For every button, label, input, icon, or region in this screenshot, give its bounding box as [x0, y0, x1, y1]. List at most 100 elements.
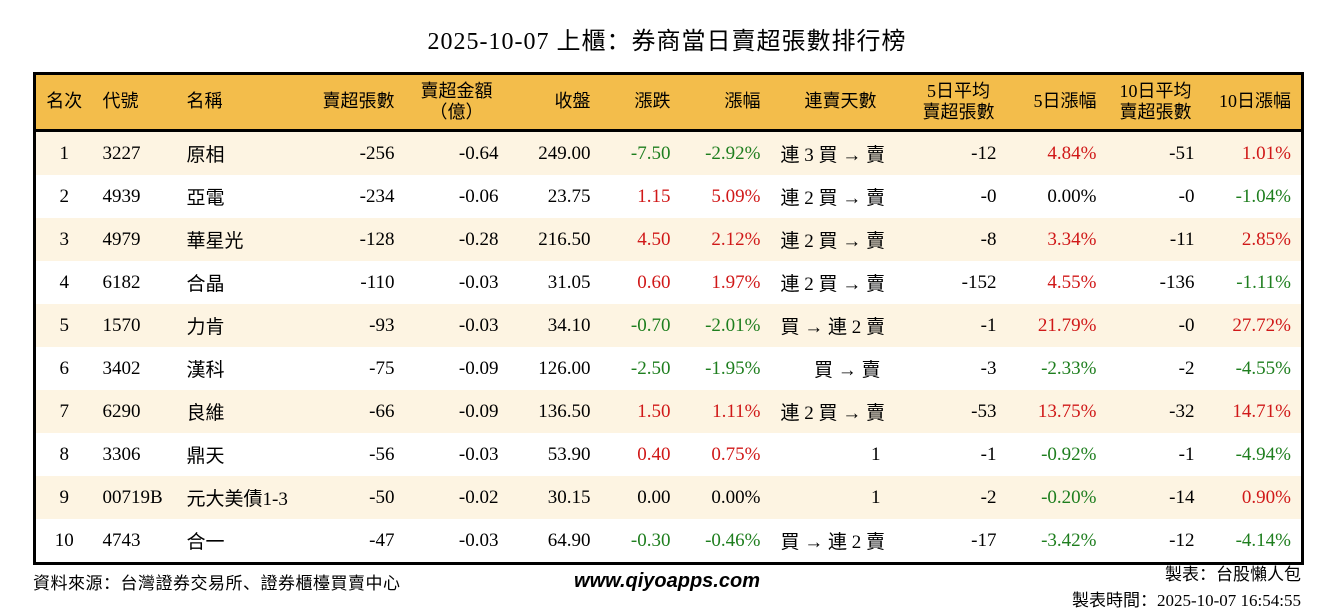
cell-amount: -0.03: [405, 433, 509, 476]
column-header-avg5: 5日平均 賣超張數: [911, 74, 1007, 131]
cell-pct5: 0.00%: [1007, 175, 1107, 218]
cell-change: 0.00: [601, 476, 681, 519]
cell-close: 34.10: [509, 304, 601, 347]
cell-streak: 1: [771, 433, 911, 476]
cell-pct10: -4.14%: [1205, 519, 1303, 564]
cell-avg10: -2: [1107, 347, 1205, 390]
cell-shares: -75: [303, 347, 405, 390]
cell-avg10: -12: [1107, 519, 1205, 564]
cell-avg10: -0: [1107, 304, 1205, 347]
cell-name: 鼎天: [177, 433, 303, 476]
cell-amount: -0.09: [405, 390, 509, 433]
cell-change: -2.50: [601, 347, 681, 390]
column-header-pct10: 10日漲幅: [1205, 74, 1303, 131]
cell-name: 元大美債1-3: [177, 476, 303, 519]
column-header-pct5: 5日漲幅: [1007, 74, 1107, 131]
cell-change: -0.70: [601, 304, 681, 347]
cell-streak: 買 → 連 2 賣: [771, 304, 911, 347]
cell-avg10: -14: [1107, 476, 1205, 519]
cell-change: 4.50: [601, 218, 681, 261]
cell-amount: -0.03: [405, 304, 509, 347]
cell-rank: 6: [35, 347, 93, 390]
cell-pct5: 13.75%: [1007, 390, 1107, 433]
cell-change_pct: -2.01%: [681, 304, 771, 347]
cell-shares: -47: [303, 519, 405, 564]
cell-close: 31.05: [509, 261, 601, 304]
cell-change_pct: -0.46%: [681, 519, 771, 564]
cell-avg5: -17: [911, 519, 1007, 564]
cell-close: 249.00: [509, 131, 601, 176]
cell-avg10: -0: [1107, 175, 1205, 218]
cell-change_pct: 1.11%: [681, 390, 771, 433]
cell-change_pct: 5.09%: [681, 175, 771, 218]
cell-avg5: -3: [911, 347, 1007, 390]
column-header-streak: 連賣天數: [771, 74, 911, 131]
cell-amount: -0.28: [405, 218, 509, 261]
cell-change: -0.30: [601, 519, 681, 564]
column-header-change: 漲跌: [601, 74, 681, 131]
cell-rank: 10: [35, 519, 93, 564]
cell-change_pct: 2.12%: [681, 218, 771, 261]
cell-streak: 買 → 連 2 賣: [771, 519, 911, 564]
cell-avg5: -53: [911, 390, 1007, 433]
cell-streak: 1: [771, 476, 911, 519]
cell-amount: -0.03: [405, 519, 509, 564]
cell-close: 30.15: [509, 476, 601, 519]
cell-name: 合一: [177, 519, 303, 564]
cell-code: 6290: [93, 390, 177, 433]
cell-pct5: -0.20%: [1007, 476, 1107, 519]
cell-amount: -0.03: [405, 261, 509, 304]
cell-pct5: -2.33%: [1007, 347, 1107, 390]
cell-code: 3227: [93, 131, 177, 176]
cell-code: 3402: [93, 347, 177, 390]
cell-avg5: -0: [911, 175, 1007, 218]
cell-pct10: 1.01%: [1205, 131, 1303, 176]
cell-code: 00719B: [93, 476, 177, 519]
cell-rank: 4: [35, 261, 93, 304]
cell-change: -7.50: [601, 131, 681, 176]
cell-rank: 9: [35, 476, 93, 519]
cell-pct10: 0.90%: [1205, 476, 1303, 519]
cell-amount: -0.09: [405, 347, 509, 390]
cell-shares: -93: [303, 304, 405, 347]
cell-rank: 2: [35, 175, 93, 218]
cell-avg10: -51: [1107, 131, 1205, 176]
cell-rank: 8: [35, 433, 93, 476]
column-header-change_pct: 漲幅: [681, 74, 771, 131]
cell-pct10: 2.85%: [1205, 218, 1303, 261]
cell-streak: 連 2 買 → 賣: [771, 390, 911, 433]
column-header-amount: 賣超金額 （億）: [405, 74, 509, 131]
cell-name: 原相: [177, 131, 303, 176]
cell-streak: 連 3 買 → 賣: [771, 131, 911, 176]
cell-code: 6182: [93, 261, 177, 304]
cell-close: 126.00: [509, 347, 601, 390]
cell-avg5: -1: [911, 304, 1007, 347]
cell-pct10: -4.55%: [1205, 347, 1303, 390]
cell-name: 良維: [177, 390, 303, 433]
cell-rank: 1: [35, 131, 93, 176]
cell-avg10: -1: [1107, 433, 1205, 476]
cell-avg10: -136: [1107, 261, 1205, 304]
cell-avg5: -2: [911, 476, 1007, 519]
cell-pct10: -4.94%: [1205, 433, 1303, 476]
column-header-shares: 賣超張數: [303, 74, 405, 131]
cell-streak: 買 → 賣: [771, 347, 911, 390]
cell-avg5: -1: [911, 433, 1007, 476]
cell-close: 64.90: [509, 519, 601, 564]
cell-close: 136.50: [509, 390, 601, 433]
cell-name: 力肯: [177, 304, 303, 347]
page-title: 2025-10-07 上櫃：券商當日賣超張數排行榜: [0, 21, 1334, 56]
cell-pct10: -1.11%: [1205, 261, 1303, 304]
cell-shares: -128: [303, 218, 405, 261]
cell-pct5: -0.92%: [1007, 433, 1107, 476]
